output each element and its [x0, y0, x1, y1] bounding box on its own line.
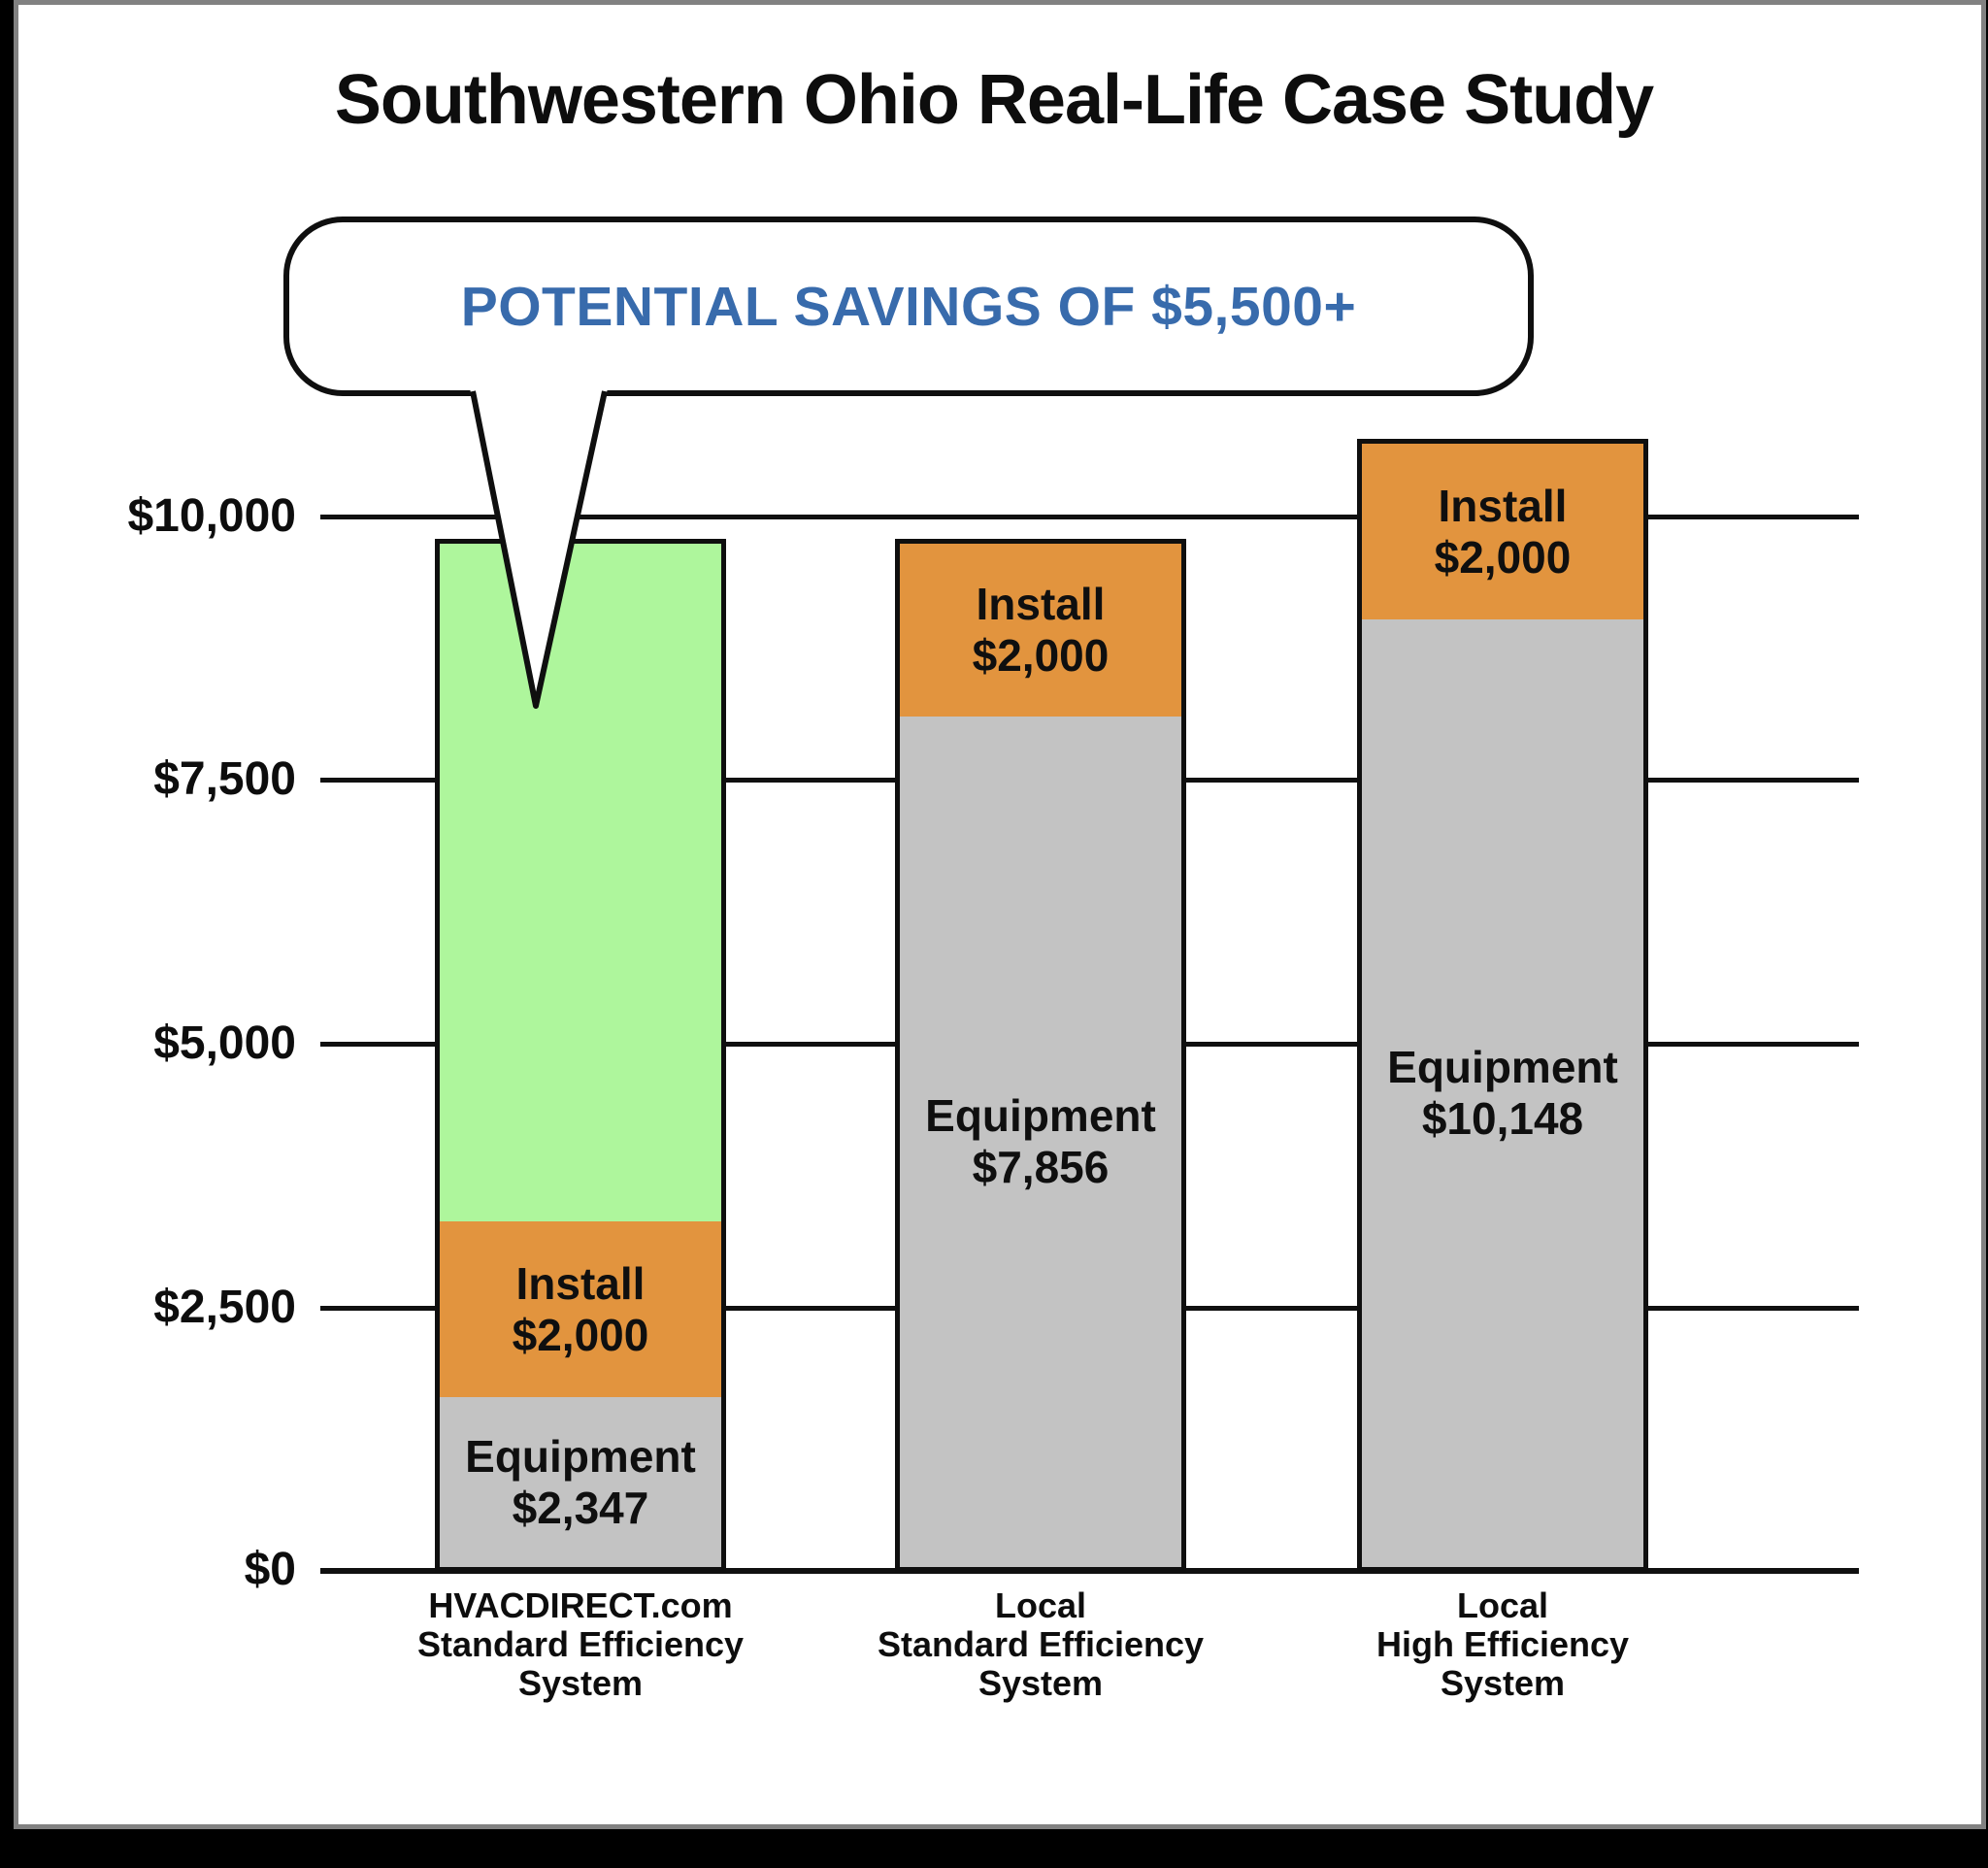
install-segment: Install $2,000	[900, 544, 1181, 717]
install-segment: Install $2,000	[440, 1221, 721, 1397]
y-tick-label-2500: $2,500	[153, 1282, 296, 1333]
y-tick-label-7500: $7,500	[153, 753, 296, 805]
install-value-text: $2,000	[1434, 531, 1572, 583]
x-label-line: High Efficiency	[1375, 1624, 1630, 1664]
savings-segment	[440, 544, 721, 1221]
x-label-line: Standard Efficiency	[877, 1624, 1205, 1664]
y-tick-label-5000: $5,000	[153, 1017, 296, 1069]
bar-hvacdirect-standard: Install $2,000 Equipment $2,347	[435, 539, 726, 1572]
chart-title: Southwestern Ohio Real-Life Case Study	[334, 61, 1654, 139]
equipment-label-text: Equipment	[1387, 1042, 1618, 1092]
install-value-text: $2,000	[972, 630, 1110, 681]
x-label-line: Standard Efficiency	[416, 1624, 745, 1664]
install-value-text: $2,000	[512, 1309, 649, 1360]
x-label-line: System	[977, 1663, 1104, 1703]
equipment-value-text: $7,856	[972, 1142, 1110, 1192]
install-segment-label: Install $2,000	[1435, 481, 1572, 584]
bar-local-standard: Install $2,000 Equipment $7,856	[895, 539, 1186, 1572]
install-label-text: Install	[1438, 480, 1568, 531]
x-label-hvacdirect-standard: HVACDIRECT.com Standard Efficiency Syste…	[338, 1586, 823, 1703]
equipment-value-text: $10,148	[1421, 1093, 1584, 1144]
x-label-line: System	[1440, 1663, 1566, 1703]
equipment-segment: Equipment $2,347	[440, 1397, 721, 1567]
x-label-local-high-efficiency: Local High Efficiency System	[1260, 1586, 1745, 1703]
install-segment: Install $2,000	[1362, 444, 1643, 619]
equipment-segment-label: Equipment $2,347	[465, 1431, 696, 1534]
equipment-segment-label: Equipment $10,148	[1387, 1042, 1618, 1145]
y-tick-label-10000: $10,000	[127, 490, 296, 542]
x-label-line: Local	[994, 1585, 1087, 1625]
equipment-label-text: Equipment	[465, 1430, 696, 1482]
install-label-text: Install	[515, 1257, 646, 1309]
x-label-local-standard: Local Standard Efficiency System	[798, 1586, 1283, 1703]
x-label-line: Local	[1456, 1585, 1549, 1625]
equipment-value-text: $2,347	[512, 1482, 649, 1533]
gridline-10000	[320, 515, 1859, 519]
x-label-line: HVACDIRECT.com	[428, 1585, 733, 1625]
equipment-segment: Equipment $10,148	[1362, 619, 1643, 1567]
equipment-segment: Equipment $7,856	[900, 717, 1181, 1567]
bar-local-high-efficiency: Install $2,000 Equipment $10,148	[1357, 439, 1648, 1572]
install-segment-label: Install $2,000	[513, 1258, 649, 1361]
callout-savings-text: POTENTIAL SAVINGS OF $5,500+	[460, 275, 1357, 338]
equipment-label-text: Equipment	[925, 1090, 1156, 1141]
install-segment-label: Install $2,000	[973, 579, 1110, 682]
y-tick-label-0: $0	[244, 1544, 296, 1595]
equipment-segment-label: Equipment $7,856	[925, 1090, 1156, 1193]
install-label-text: Install	[976, 579, 1106, 629]
x-label-line: System	[517, 1663, 644, 1703]
